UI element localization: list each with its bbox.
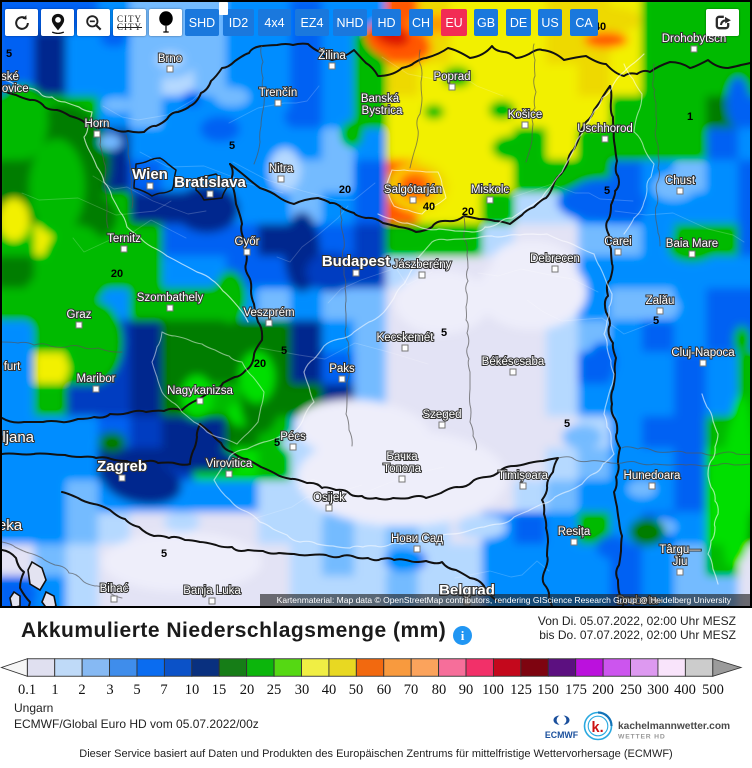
svg-text:Uschhorod: Uschhorod: [577, 123, 633, 135]
svg-text:Carei: Carei: [604, 236, 631, 248]
svg-text:Baia Mare: Baia Mare: [666, 238, 718, 250]
svg-text:Budapest: Budapest: [322, 253, 390, 270]
svg-text:Košice: Košice: [508, 109, 543, 121]
svg-text:Horn: Horn: [85, 118, 110, 130]
svg-text:5: 5: [653, 315, 659, 327]
svg-text:Bihać: Bihać: [100, 583, 129, 595]
svg-text:Banská: Banská: [361, 93, 400, 105]
svg-text:Salgótarján: Salgótarján: [384, 184, 442, 196]
svg-text:Debrecen: Debrecen: [530, 253, 580, 265]
svg-text:Bystrica: Bystrica: [362, 105, 404, 117]
svg-text:Veszprém: Veszprém: [243, 307, 294, 319]
svg-text:Hunedoara: Hunedoara: [624, 470, 682, 482]
svg-text:Cluj-Napoca: Cluj-Napoca: [671, 347, 735, 359]
svg-text:Poprad: Poprad: [433, 71, 470, 83]
svg-text:Wien: Wien: [132, 166, 168, 183]
svg-text:eka: eka: [2, 517, 23, 534]
svg-text:Бачка: Бачка: [386, 451, 418, 463]
svg-text:1: 1: [687, 111, 693, 123]
svg-text:Ternitz: Ternitz: [107, 233, 141, 245]
svg-text:5: 5: [161, 548, 167, 560]
svg-text:Banja Luka: Banja Luka: [183, 585, 241, 597]
svg-text:40: 40: [423, 201, 435, 213]
svg-text:Târgu—: Târgu—: [659, 544, 701, 556]
svg-text:furt: furt: [4, 361, 21, 373]
svg-text:Szeged: Szeged: [422, 409, 461, 421]
svg-text:Brno: Brno: [158, 53, 182, 65]
svg-text:Jiu: Jiu: [673, 556, 688, 568]
svg-text:Maribor: Maribor: [77, 373, 116, 385]
svg-text:5: 5: [564, 418, 570, 430]
svg-text:Bratislava: Bratislava: [174, 174, 246, 191]
svg-text:Paks: Paks: [329, 363, 355, 375]
svg-text:5: 5: [604, 185, 610, 197]
svg-text:Chust: Chust: [665, 175, 696, 187]
svg-text:5: 5: [281, 345, 287, 357]
svg-text:Pécs: Pécs: [280, 431, 306, 443]
svg-text:Zagreb: Zagreb: [97, 458, 147, 475]
svg-text:Нови Сад: Нови Сад: [391, 533, 443, 545]
svg-text:Osijek: Osijek: [313, 492, 345, 504]
svg-text:20: 20: [111, 268, 123, 280]
svg-text:Nagykanizsa: Nagykanizsa: [167, 385, 233, 397]
svg-text:20: 20: [254, 358, 266, 370]
svg-text:Топола: Топола: [383, 463, 422, 475]
svg-text:oljana: oljana: [2, 429, 35, 446]
svg-text:Timișoara: Timișoara: [498, 470, 549, 482]
svg-text:5: 5: [441, 327, 447, 339]
svg-text:Békéscsaba: Békéscsaba: [482, 356, 545, 368]
svg-text:Virovitica: Virovitica: [206, 458, 253, 470]
svg-text:20: 20: [339, 184, 351, 196]
svg-text:k.: k.: [592, 720, 604, 736]
svg-text:ské: ské: [2, 71, 19, 83]
svg-text:Graz: Graz: [67, 309, 92, 321]
svg-text:Resița: Resița: [558, 526, 591, 538]
svg-text:Miskolc: Miskolc: [471, 184, 510, 196]
svg-text:20: 20: [462, 206, 474, 218]
svg-text:kachelmannwetter.com: kachelmannwetter.com: [618, 721, 730, 732]
svg-text:Kecskemét: Kecskemét: [377, 332, 435, 344]
svg-text:5: 5: [274, 437, 280, 449]
svg-text:WETTER HD: WETTER HD: [618, 734, 666, 741]
svg-text:Zalău: Zalău: [646, 295, 675, 307]
svg-text:Žilina: Žilina: [318, 49, 346, 62]
svg-text:Szombathely: Szombathely: [137, 292, 204, 304]
svg-text:Győr: Győr: [235, 236, 260, 248]
svg-text:ECMWF: ECMWF: [545, 730, 579, 740]
svg-text:Nitra: Nitra: [269, 163, 294, 175]
svg-text:jovice: jovice: [2, 83, 29, 95]
svg-text:Trenčín: Trenčín: [259, 87, 298, 99]
svg-text:5: 5: [6, 48, 12, 60]
svg-text:Jászberény: Jászberény: [393, 259, 452, 271]
svg-text:5: 5: [229, 140, 235, 152]
